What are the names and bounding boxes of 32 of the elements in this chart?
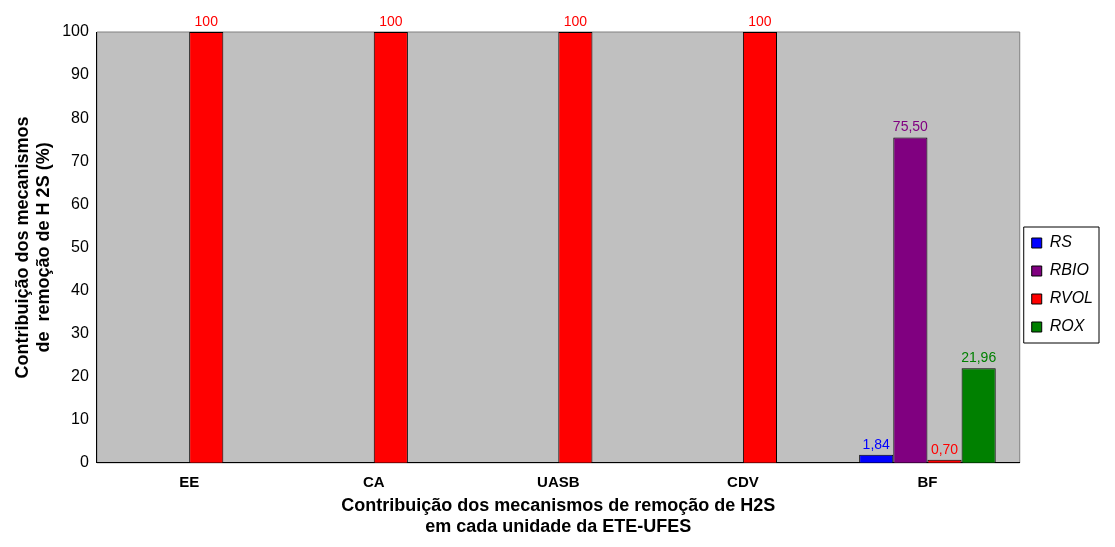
data-label: 100 [194,12,219,29]
y-tick-label: 50 [71,237,89,255]
data-label: 1,84 [862,435,891,452]
text: Contribuição dos mecanismos [11,116,32,379]
legend-label: ROX [1049,317,1086,335]
text: Contribuição dos mecanismos de remoção de H2S [341,494,776,515]
data-label: 100 [563,12,588,29]
data-label: 75,50 [892,118,929,135]
y-tick-label: 70 [71,151,89,169]
y-tick-label: 60 [71,194,89,212]
x-tick-label: BF [917,472,938,490]
text: de remoção de H 2S (%) [33,142,54,353]
y-tick-label: 100 [62,22,89,40]
data-label: 0,70 [930,440,959,457]
x-tick-label: UASB [537,472,580,490]
y-tick-label: 80 [71,108,89,126]
data-label: 100 [379,12,403,29]
data-label: 100 [748,12,772,29]
y-tick-label: 40 [71,280,89,298]
y-tick-label: 90 [71,65,89,83]
x-tick-label: CDV [727,472,759,490]
text: em cada unidade da ETE-UFES [425,516,692,537]
legend-label: RVOL [1049,289,1093,307]
y-tick-label: 20 [71,367,89,385]
y-tick-label: 0 [79,453,89,471]
y-tick-label: 10 [71,410,89,428]
legend-label: RS [1049,233,1073,251]
x-tick-label: CA [362,472,385,490]
data-label: 21,96 [961,349,997,366]
legend-label: RBIO [1049,261,1089,279]
y-tick-label: 30 [71,323,89,341]
x-tick-label: EE [179,472,200,490]
